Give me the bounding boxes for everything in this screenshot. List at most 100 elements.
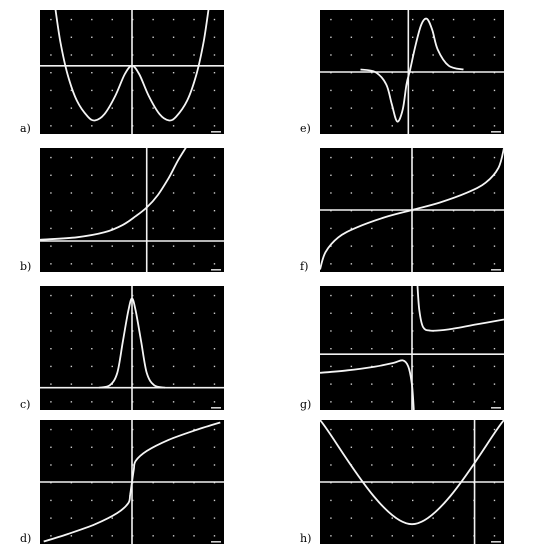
grid-dot: [111, 263, 113, 265]
grid-dot: [371, 174, 373, 176]
grid-dot: [91, 365, 93, 368]
grid-dot: [432, 227, 434, 230]
grid-dot: [70, 464, 73, 466]
grid-dot: [493, 89, 496, 92]
grid-dot: [213, 464, 216, 466]
graph-canvas: [40, 148, 224, 272]
grid-dot: [371, 401, 373, 403]
grid-dot: [452, 54, 455, 56]
grid-dot: [50, 446, 52, 448]
grid-dot: [213, 428, 216, 431]
grid-dot: [432, 192, 434, 194]
grid-dot: [70, 365, 73, 368]
grid-dot: [70, 312, 73, 314]
grid-dot: [350, 383, 353, 385]
grid-dot: [111, 330, 113, 332]
grid-dot: [193, 499, 195, 502]
grid-dot: [91, 517, 93, 519]
scale-mark: [211, 407, 221, 409]
function-curve: [416, 286, 504, 332]
grid-dot: [452, 535, 455, 537]
grid-dot: [111, 464, 113, 466]
grid-dot: [473, 36, 475, 38]
grid-dot: [412, 428, 414, 431]
grid-dot: [473, 192, 475, 194]
grid-dot: [330, 312, 332, 314]
grid-dot: [111, 156, 113, 159]
grid-dot: [412, 535, 414, 537]
grid-dots: [330, 294, 496, 403]
grid-dot: [70, 446, 73, 448]
grid-dot: [70, 89, 73, 92]
grid-dot: [111, 18, 113, 21]
grid-dot: [330, 18, 332, 21]
grid-dot: [152, 227, 154, 230]
grid-dot: [91, 227, 93, 230]
grid-dot: [330, 245, 332, 247]
grid-dot: [193, 18, 195, 21]
grid-dot: [452, 365, 455, 368]
grid-dot: [493, 54, 496, 56]
grid-dot: [452, 464, 455, 466]
graph-panel: [320, 420, 504, 544]
grid-dot: [193, 156, 195, 159]
grid-dot: [172, 245, 175, 247]
grid-dot: [111, 245, 113, 247]
grid-dot: [391, 499, 393, 502]
grid-dot: [391, 174, 393, 176]
grid-dot: [193, 227, 195, 230]
grid-dot: [350, 401, 353, 403]
grid-dot: [391, 294, 393, 297]
grid-dot: [350, 446, 353, 448]
grid-dot: [452, 312, 455, 314]
grid-dot: [493, 125, 496, 127]
grid-dot: [213, 330, 216, 332]
grid-dot: [213, 312, 216, 314]
grid-dot: [111, 210, 113, 212]
grid-dot: [452, 227, 455, 230]
grid-dot: [193, 125, 195, 127]
scale-mark: [211, 269, 221, 271]
grid-dot: [432, 125, 434, 127]
grid-dot: [213, 36, 216, 38]
grid-dot: [391, 348, 393, 350]
grid-dot: [473, 263, 475, 265]
panel-label: a): [20, 122, 31, 135]
grid-dot: [91, 499, 93, 502]
grid-dot: [50, 499, 52, 502]
graph-canvas: [320, 10, 504, 134]
grid-dot: [152, 263, 154, 265]
function-curve: [320, 148, 504, 270]
grid-dot: [473, 54, 475, 56]
grid-dot: [330, 401, 332, 403]
grid-dot: [152, 464, 154, 466]
grid-dot: [493, 263, 496, 265]
panel-label: c): [20, 398, 31, 411]
grid-dot: [91, 245, 93, 247]
grid-dot: [330, 499, 332, 502]
grid-dot: [330, 156, 332, 159]
grid-dot: [91, 125, 93, 127]
grid-dot: [330, 330, 332, 332]
grid-dot: [111, 446, 113, 448]
grid-dot: [350, 36, 353, 38]
grid-dot: [70, 156, 73, 159]
grid-dot: [91, 210, 93, 212]
grid-dot: [391, 227, 393, 230]
grid-dot: [111, 54, 113, 56]
grid-dot: [70, 245, 73, 247]
grid-dot: [91, 312, 93, 314]
grid-dot: [432, 294, 434, 297]
grid-dot: [50, 401, 52, 403]
grid-dot: [391, 192, 393, 194]
panel-label: f): [300, 260, 309, 273]
grid-dot: [391, 365, 393, 368]
grid-dot: [432, 401, 434, 403]
graph-panel: [40, 286, 224, 410]
grid-dot: [152, 428, 154, 431]
grid-dot: [132, 174, 134, 176]
grid-dot: [473, 401, 475, 403]
grid-dot: [193, 263, 195, 265]
grid-dot: [91, 263, 93, 265]
scale-mark: [491, 131, 501, 133]
